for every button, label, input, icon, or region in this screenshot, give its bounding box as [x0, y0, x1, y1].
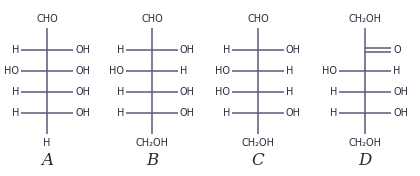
Text: HO: HO — [109, 66, 124, 76]
Text: CH₂OH: CH₂OH — [241, 138, 275, 148]
Text: H: H — [286, 87, 294, 97]
Text: O: O — [393, 45, 401, 55]
Text: OH: OH — [180, 45, 195, 55]
Text: CH₂OH: CH₂OH — [136, 138, 168, 148]
Text: H: H — [393, 66, 400, 76]
Text: H: H — [12, 45, 19, 55]
Text: H: H — [330, 87, 337, 97]
Text: OH: OH — [75, 108, 90, 118]
Text: HO: HO — [4, 66, 19, 76]
Text: CH₂OH: CH₂OH — [349, 14, 381, 24]
Text: C: C — [252, 152, 264, 169]
Text: OH: OH — [393, 108, 408, 118]
Text: H: H — [286, 66, 294, 76]
Text: CHO: CHO — [247, 14, 269, 24]
Text: HO: HO — [215, 66, 230, 76]
Text: OH: OH — [75, 87, 90, 97]
Text: OH: OH — [286, 45, 301, 55]
Text: H: H — [12, 87, 19, 97]
Text: H: H — [12, 108, 19, 118]
Text: H: H — [223, 108, 230, 118]
Text: CH₂OH: CH₂OH — [349, 138, 381, 148]
Text: A: A — [41, 152, 53, 169]
Text: OH: OH — [393, 87, 408, 97]
Text: H: H — [330, 108, 337, 118]
Text: CHO: CHO — [141, 14, 163, 24]
Text: H: H — [180, 66, 187, 76]
Text: CHO: CHO — [36, 14, 58, 24]
Text: H: H — [43, 138, 51, 148]
Text: H: H — [117, 45, 124, 55]
Text: HO: HO — [215, 87, 230, 97]
Text: H: H — [223, 45, 230, 55]
Text: OH: OH — [75, 66, 90, 76]
Text: OH: OH — [180, 87, 195, 97]
Text: B: B — [146, 152, 158, 169]
Text: OH: OH — [286, 108, 301, 118]
Text: HO: HO — [322, 66, 337, 76]
Text: D: D — [358, 152, 372, 169]
Text: H: H — [117, 87, 124, 97]
Text: OH: OH — [180, 108, 195, 118]
Text: H: H — [117, 108, 124, 118]
Text: OH: OH — [75, 45, 90, 55]
